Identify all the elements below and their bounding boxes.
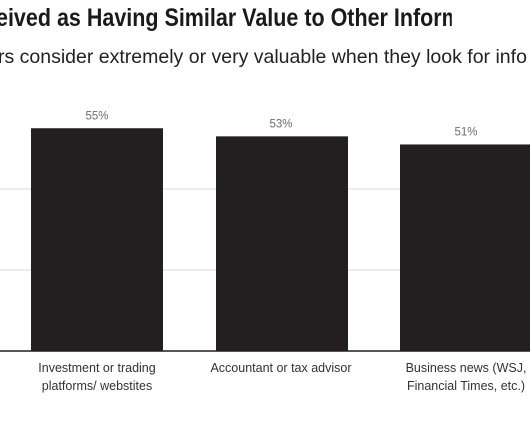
bar	[31, 128, 163, 351]
bars: 55% 53% 51%	[31, 110, 530, 351]
bar	[400, 144, 530, 351]
chart-title: eived as Having Similar Value to Other I…	[0, 4, 452, 32]
category-label: Business news (WSJ,	[406, 361, 527, 375]
category-label: Accountant or tax advisor	[210, 361, 351, 375]
category-label: Investment or trading	[38, 361, 155, 375]
chart-subtitle: rs consider extremely or very valuable w…	[0, 46, 527, 68]
category-labels: Investment or trading platforms/ webstite…	[38, 361, 526, 393]
category-label: Financial Times, etc.)	[407, 379, 525, 393]
category-label: platforms/ webstites	[42, 379, 152, 393]
bar-value-label: 55%	[85, 110, 108, 122]
bar-value-label: 53%	[269, 118, 292, 130]
bar-value-label: 51%	[454, 126, 477, 138]
bar	[216, 136, 348, 351]
